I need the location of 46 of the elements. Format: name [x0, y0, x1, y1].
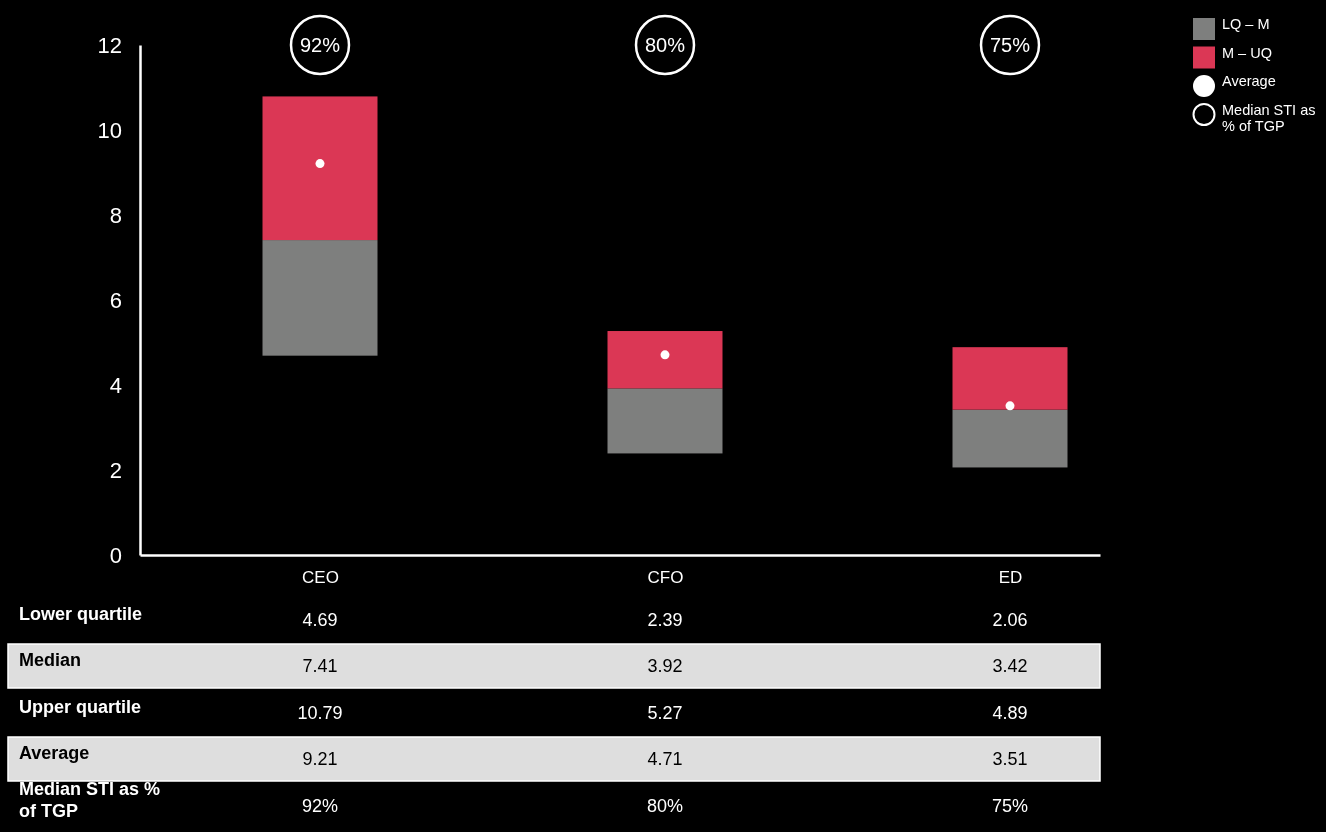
y-tick-label: 6 [109, 287, 122, 313]
text: 5.27 [647, 703, 683, 724]
text: Upper quartile [19, 697, 142, 717]
text: Median STI as % of TGP [1222, 101, 1316, 134]
text: Lower quartile [19, 604, 143, 624]
text: Median STI as % of TGP [19, 779, 161, 821]
bar [952, 409, 1068, 468]
legend-label: M – UQ [1222, 44, 1272, 61]
y-tick-label: 12 [97, 32, 122, 58]
text: 2.39 [647, 610, 683, 631]
y-tick-label: 4 [109, 372, 122, 398]
text: 3.92 [647, 656, 683, 677]
text: 3.42 [992, 656, 1028, 677]
text: 3.51 [992, 749, 1028, 770]
text: Median [19, 650, 82, 670]
text: 92% [301, 796, 339, 817]
x-tick-label: ED [998, 568, 1023, 588]
text: 4.69 [302, 610, 338, 631]
text: 75% [991, 796, 1029, 817]
legend-label: Average [1222, 73, 1276, 89]
text: Average [19, 743, 90, 763]
text: 4.89 [992, 703, 1028, 724]
y-tick-label: 0 [109, 542, 122, 568]
annotation: 80% [644, 34, 686, 56]
bar [262, 240, 378, 356]
x-tick-label: CEO [302, 568, 339, 588]
point [1005, 401, 1015, 411]
legend-label: LQ – M [1222, 16, 1270, 32]
bar [607, 331, 723, 389]
text: 80% [646, 796, 684, 817]
y-tick-label: 2 [109, 457, 122, 483]
text: 4.71 [647, 749, 683, 770]
bar [262, 96, 378, 241]
bar [607, 388, 723, 454]
bar [952, 347, 1068, 410]
y-tick-label: 8 [109, 202, 122, 228]
text: 2.06 [992, 610, 1028, 631]
annotation: 75% [989, 34, 1031, 56]
point [315, 159, 325, 169]
text: 9.21 [302, 749, 338, 770]
annotation: 92% [299, 34, 341, 56]
text: 10.79 [297, 703, 343, 724]
text: 7.41 [302, 656, 338, 677]
point [660, 350, 670, 360]
x-tick-label: CFO [647, 568, 684, 588]
y-tick-label: 10 [97, 117, 122, 143]
